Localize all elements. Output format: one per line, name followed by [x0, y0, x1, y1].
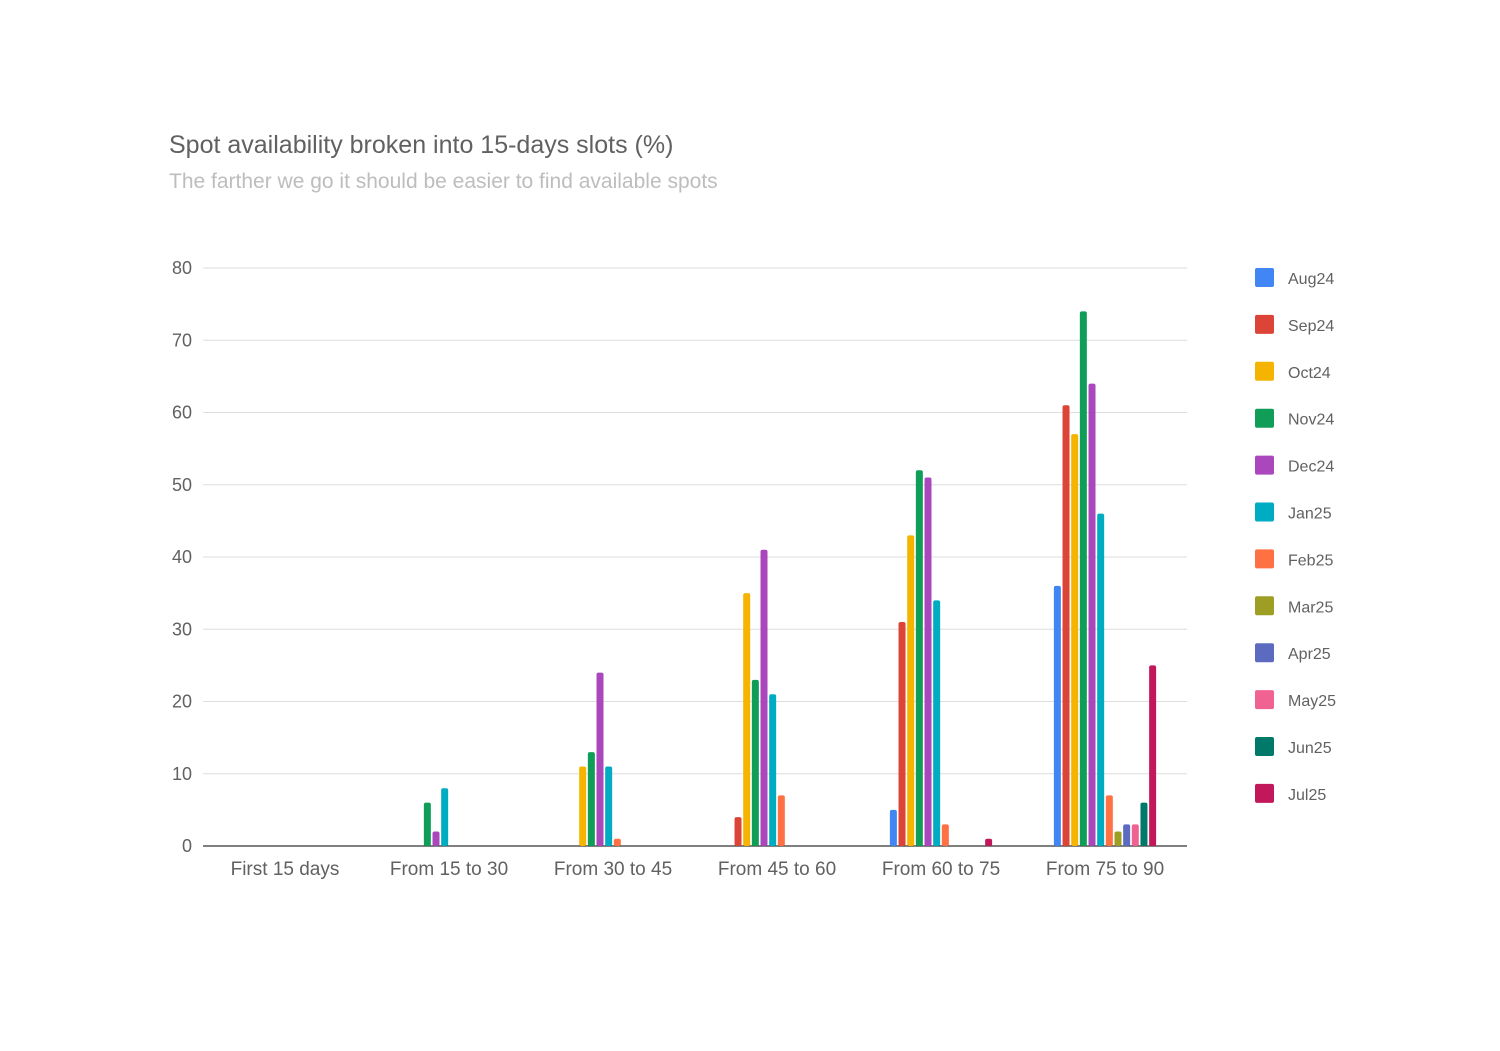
legend-swatch: [1255, 361, 1274, 381]
bar-feb25-6[interactable]: [1105, 795, 1113, 846]
legend-item-may25[interactable]: May25: [1255, 690, 1336, 710]
legend-item-oct24[interactable]: Oct24: [1255, 361, 1331, 382]
legend-item-jul25[interactable]: Jul25: [1255, 783, 1326, 804]
y-tick-label: 10: [172, 764, 192, 784]
x-tick-label: From 30 to 45: [554, 859, 672, 880]
legend-item-apr25[interactable]: Apr25: [1255, 643, 1331, 663]
legend-item-sep24[interactable]: Sep24: [1255, 314, 1334, 335]
bar-feb25-5[interactable]: [941, 824, 949, 846]
bar-mar25-6[interactable]: [1114, 831, 1122, 846]
x-tick-label: From 45 to 60: [718, 859, 836, 880]
legend-item-nov24[interactable]: Nov24: [1255, 408, 1334, 429]
bar-dec24-5[interactable]: [924, 477, 932, 846]
legend-label: Jun25: [1288, 740, 1332, 757]
x-tick-label: First 15 days: [231, 859, 340, 880]
legend-item-aug24[interactable]: Aug24: [1255, 268, 1334, 288]
legend-label: Aug24: [1288, 271, 1334, 288]
legend-swatch: [1255, 737, 1274, 756]
bar-aug24-5[interactable]: [889, 809, 897, 847]
legend-item-jun25[interactable]: Jun25: [1255, 737, 1332, 757]
bar-dec24-3[interactable]: [596, 672, 604, 846]
bar-dec24-4[interactable]: [760, 549, 768, 846]
bar-aug24-6[interactable]: [1053, 585, 1061, 846]
bar-sep24-6[interactable]: [1062, 405, 1070, 846]
bar-may25-6[interactable]: [1131, 824, 1139, 846]
legend: Aug24 Sep24 Oct24 Nov24 Dec24 Jan25 Feb25 Mar25…: [1255, 268, 1336, 804]
bar-dec24-6[interactable]: [1088, 383, 1096, 846]
bar-jan25-3[interactable]: [605, 766, 613, 846]
y-axis: 0 10 20 30 40 50 60 70 80: [172, 258, 192, 856]
y-tick-label: 20: [172, 692, 192, 712]
y-tick-label: 80: [172, 258, 192, 278]
y-tick-label: 40: [172, 547, 192, 567]
gridlines: [203, 267, 1187, 847]
legend-swatch: [1255, 549, 1274, 569]
legend-item-jan25[interactable]: Jan25: [1255, 502, 1332, 523]
legend-label: Mar25: [1288, 599, 1333, 616]
x-tick-label: From 60 to 75: [882, 859, 1000, 880]
x-tick-label: From 75 to 90: [1046, 859, 1164, 880]
chart-title: Spot availability broken into 15-days sl…: [169, 131, 673, 159]
y-tick-label: 30: [172, 619, 192, 639]
legend-item-dec24[interactable]: Dec24: [1255, 455, 1334, 476]
bar-jan25-4[interactable]: [769, 694, 777, 846]
bar-nov24-4[interactable]: [751, 679, 759, 846]
bar-jan25-5[interactable]: [933, 600, 941, 846]
legend-label: Feb25: [1288, 552, 1333, 569]
legend-label: May25: [1288, 693, 1336, 710]
bar-jul25-6[interactable]: [1149, 665, 1157, 847]
bar-oct24-4[interactable]: [743, 593, 751, 847]
bar-apr25-6[interactable]: [1123, 824, 1131, 846]
bar-feb25-3[interactable]: [613, 838, 621, 846]
legend-swatch: [1255, 596, 1274, 616]
legend-swatch: [1255, 268, 1274, 287]
legend-label: Apr25: [1288, 646, 1331, 663]
legend-swatch: [1255, 502, 1274, 522]
bar-sep24-5[interactable]: [898, 622, 906, 846]
bar-oct24-3[interactable]: [579, 766, 587, 846]
y-tick-label: 0: [182, 836, 192, 856]
legend-swatch: [1255, 408, 1274, 428]
x-axis: First 15 days From 15 to 30 From 30 to 45 F…: [231, 859, 1165, 880]
legend-swatch: [1255, 643, 1274, 663]
legend-item-feb25[interactable]: Feb25: [1255, 549, 1333, 569]
y-tick-label: 70: [172, 330, 192, 350]
chart-subtitle: The farther we go it should be easier to…: [169, 170, 718, 193]
bar-dec24-2[interactable]: [432, 831, 440, 846]
bar-oct24-6[interactable]: [1071, 434, 1079, 846]
bars: [423, 311, 1157, 847]
legend-item-mar25[interactable]: Mar25: [1255, 596, 1333, 616]
legend-swatch: [1255, 783, 1274, 803]
y-tick-label: 50: [172, 475, 192, 495]
bar-jan25-2[interactable]: [441, 788, 449, 846]
legend-swatch: [1255, 455, 1274, 475]
bar-nov24-6[interactable]: [1079, 311, 1087, 847]
bar-sep24-4[interactable]: [734, 817, 742, 846]
legend-swatch: [1255, 690, 1274, 710]
bar-oct24-5[interactable]: [907, 535, 915, 846]
y-tick-label: 60: [172, 403, 192, 423]
legend-label: Sep24: [1288, 318, 1334, 335]
bar-jul25-5[interactable]: [985, 838, 993, 846]
bar-nov24-3[interactable]: [587, 752, 595, 846]
legend-swatch: [1255, 314, 1274, 334]
bar-jan25-6[interactable]: [1097, 513, 1105, 846]
bar-nov24-2[interactable]: [423, 802, 431, 846]
legend-label: Nov24: [1288, 412, 1334, 429]
legend-label: Oct24: [1288, 365, 1331, 382]
x-tick-label: From 15 to 30: [390, 859, 508, 880]
legend-label: Dec24: [1288, 459, 1334, 476]
bar-feb25-4[interactable]: [777, 795, 785, 846]
bar-nov24-5[interactable]: [915, 470, 923, 846]
legend-label: Jul25: [1288, 787, 1326, 804]
bar-jun25-6[interactable]: [1140, 802, 1148, 846]
legend-label: Jan25: [1288, 506, 1332, 523]
